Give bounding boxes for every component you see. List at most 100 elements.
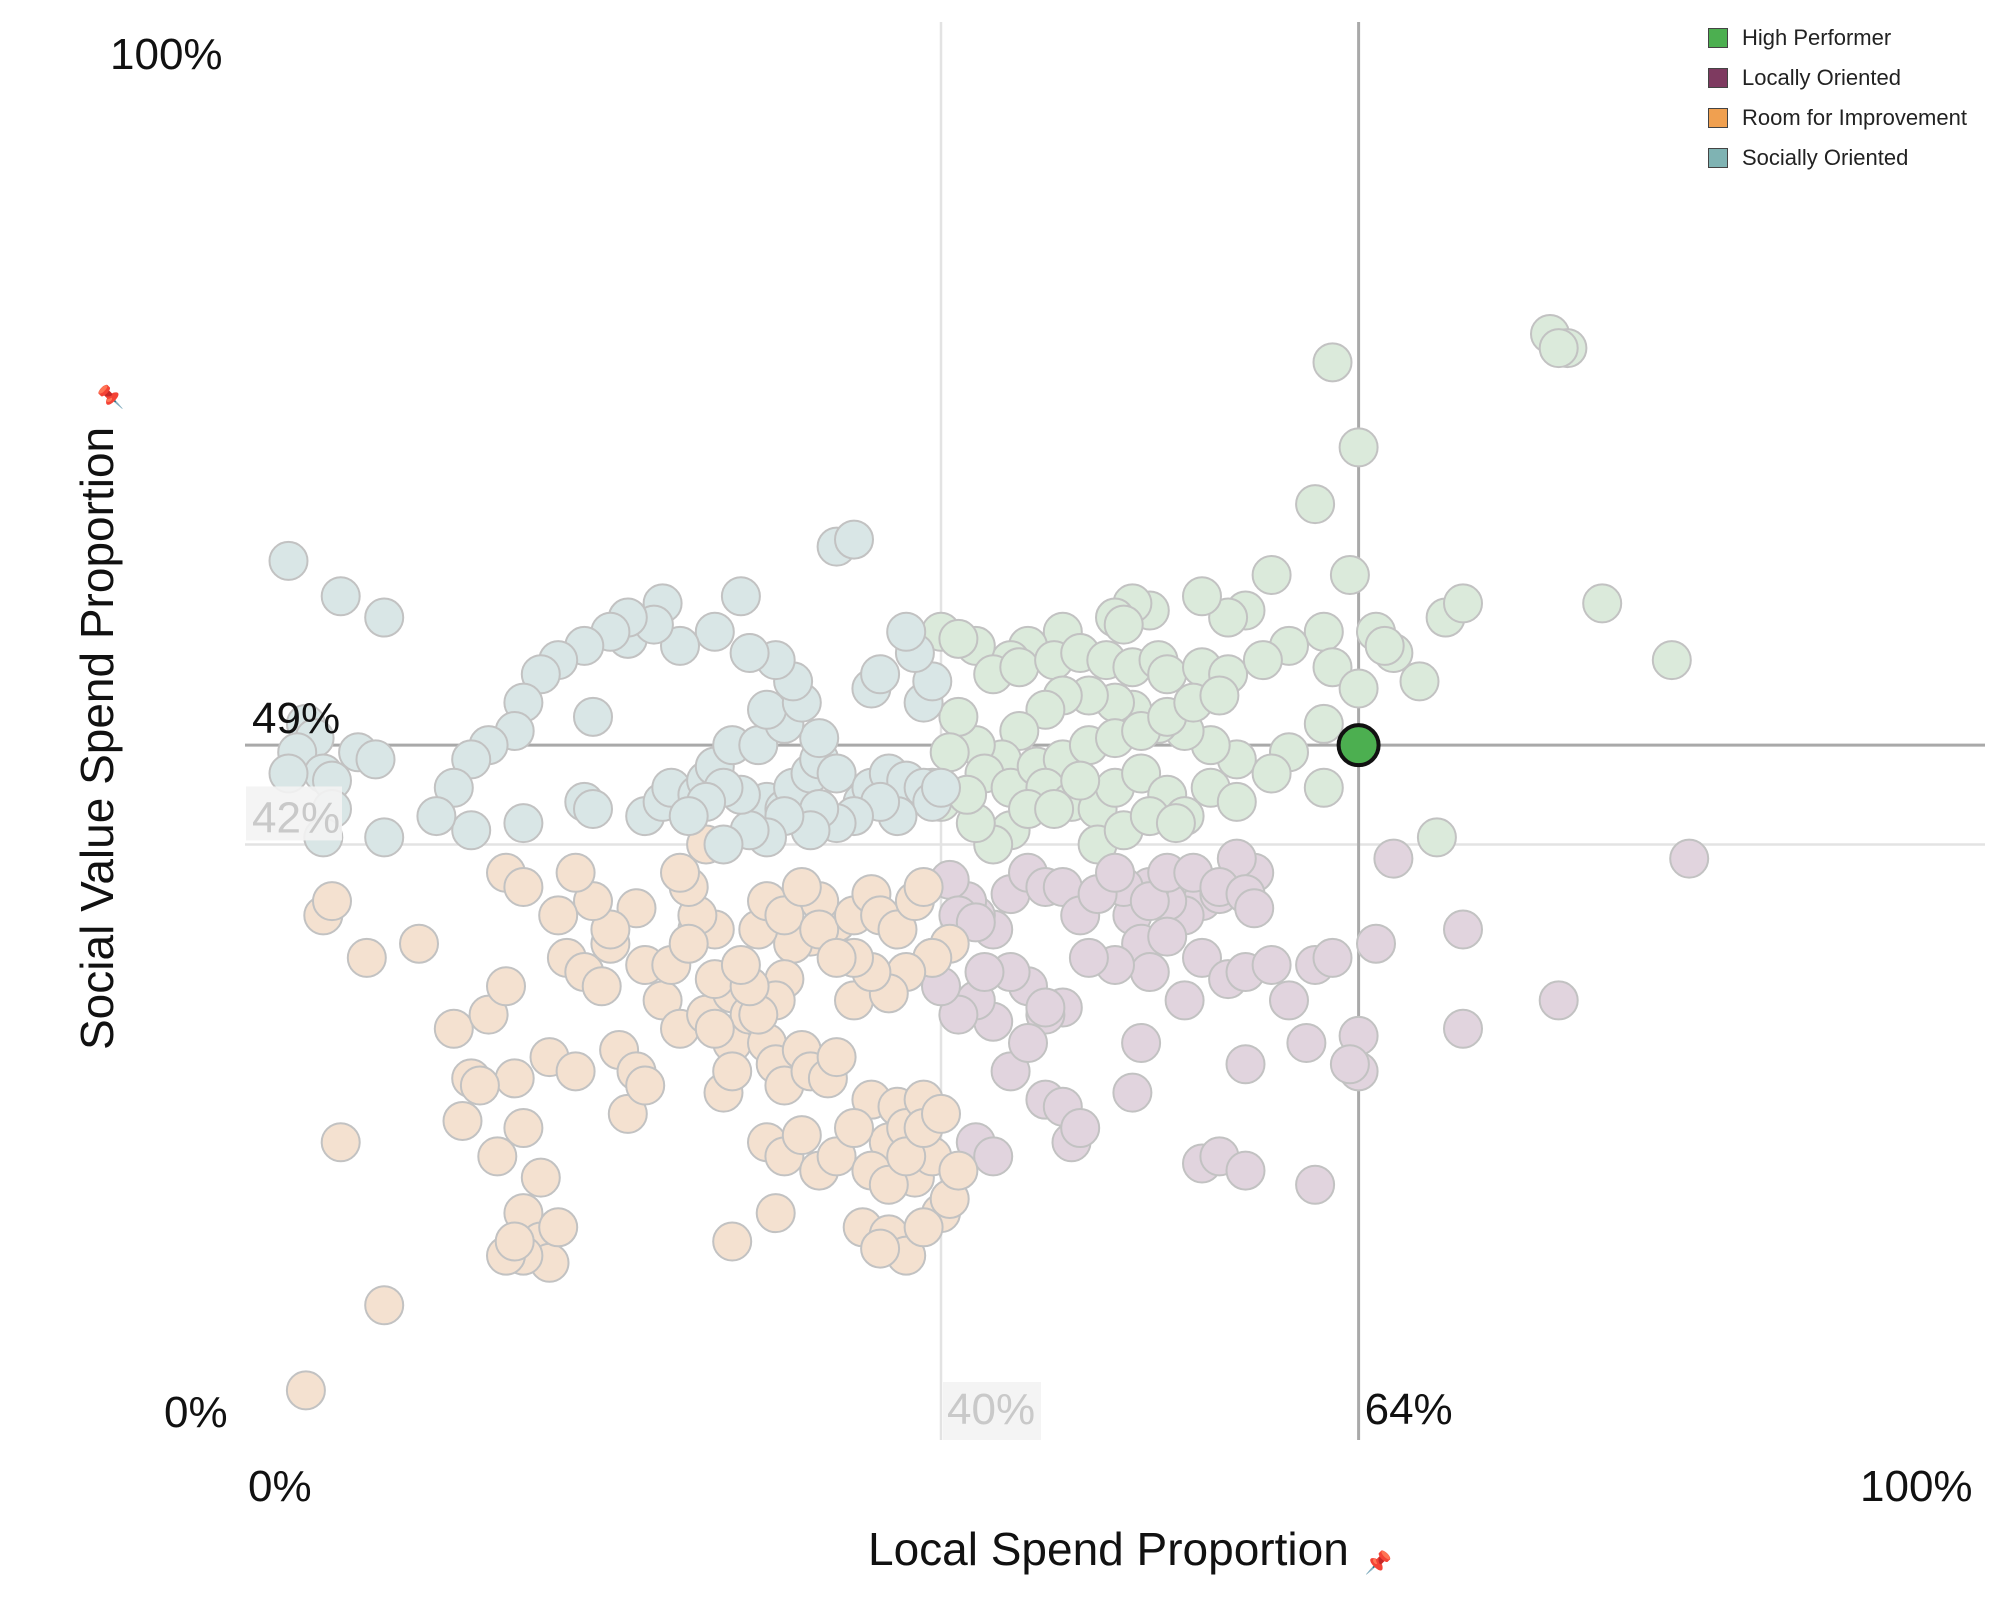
data-point[interactable]	[494, 1221, 535, 1262]
data-point[interactable]	[1251, 944, 1292, 985]
data-point[interactable]	[1538, 328, 1579, 369]
data-point[interactable]	[1443, 909, 1483, 950]
data-point[interactable]	[1303, 703, 1344, 744]
data-point[interactable]	[1364, 625, 1405, 666]
data-point[interactable]	[1121, 1022, 1162, 1063]
data-point[interactable]	[1008, 1022, 1048, 1063]
data-point[interactable]	[520, 1157, 561, 1198]
data-point[interactable]	[1303, 767, 1344, 808]
data-point[interactable]	[494, 1058, 535, 1099]
data-point[interactable]	[1373, 838, 1414, 879]
data-point[interactable]	[1060, 760, 1101, 801]
legend-item-high-performer[interactable]: High Performer	[1708, 18, 1967, 58]
data-point[interactable]	[1225, 1044, 1266, 1085]
data-point[interactable]	[312, 881, 352, 922]
data-point[interactable]	[1286, 1022, 1327, 1063]
data-point[interactable]	[451, 810, 492, 851]
data-point[interactable]	[1251, 555, 1292, 596]
data-point[interactable]	[1199, 675, 1240, 716]
data-point[interactable]	[268, 540, 309, 581]
data-point[interactable]	[938, 1150, 979, 1191]
data-point[interactable]	[1399, 661, 1440, 702]
data-point[interactable]	[1582, 583, 1623, 624]
data-point[interactable]	[555, 852, 596, 893]
data-point[interactable]	[555, 1051, 596, 1092]
data-point[interactable]	[486, 966, 526, 1007]
data-point[interactable]	[346, 937, 387, 978]
data-point[interactable]	[503, 866, 544, 907]
data-point[interactable]	[1025, 689, 1066, 730]
highlighted-data-point[interactable]	[1336, 723, 1381, 768]
data-point[interactable]	[1182, 576, 1222, 617]
data-point[interactable]	[1356, 923, 1396, 964]
data-point[interactable]	[1329, 555, 1370, 596]
data-point[interactable]	[816, 1037, 857, 1078]
data-point[interactable]	[320, 576, 361, 617]
data-point[interactable]	[442, 1100, 483, 1141]
legend-item-socially-oriented[interactable]: Socially Oriented	[1708, 138, 1967, 178]
data-point[interactable]	[1269, 980, 1309, 1021]
data-point[interactable]	[1295, 1164, 1336, 1205]
data-point[interactable]	[1121, 753, 1162, 794]
data-point[interactable]	[1095, 852, 1135, 893]
data-point[interactable]	[938, 618, 979, 659]
data-point[interactable]	[1060, 1108, 1101, 1149]
data-point[interactable]	[1025, 987, 1066, 1028]
data-point[interactable]	[860, 1228, 901, 1269]
data-point[interactable]	[1068, 937, 1109, 978]
data-point[interactable]	[1312, 342, 1353, 383]
data-point[interactable]	[399, 923, 439, 964]
data-point[interactable]	[538, 895, 579, 936]
data-point[interactable]	[668, 796, 709, 837]
data-point[interactable]	[1338, 427, 1379, 468]
data-point[interactable]	[834, 519, 874, 560]
data-point[interactable]	[416, 796, 457, 837]
data-point[interactable]	[1329, 1044, 1370, 1085]
data-point[interactable]	[1538, 980, 1579, 1021]
data-point[interactable]	[477, 1136, 518, 1177]
data-point[interactable]	[1443, 1008, 1483, 1049]
data-point[interactable]	[433, 1008, 474, 1049]
data-point[interactable]	[999, 647, 1040, 688]
data-point[interactable]	[538, 1207, 579, 1248]
data-point[interactable]	[955, 902, 996, 943]
data-point[interactable]	[1216, 781, 1257, 822]
data-point[interactable]	[1251, 753, 1292, 794]
data-point[interactable]	[573, 788, 613, 829]
data-point[interactable]	[660, 625, 700, 666]
data-point[interactable]	[1443, 583, 1483, 624]
pin-icon[interactable]: 📌	[98, 383, 123, 411]
data-point[interactable]	[729, 633, 770, 674]
data-point[interactable]	[660, 852, 700, 893]
data-point[interactable]	[616, 888, 657, 929]
data-point[interactable]	[1182, 937, 1222, 978]
data-point[interactable]	[1312, 647, 1353, 688]
data-point[interactable]	[903, 866, 944, 907]
data-point[interactable]	[929, 732, 970, 773]
data-point[interactable]	[921, 767, 961, 808]
data-point[interactable]	[1234, 888, 1275, 929]
legend-item-room-for-improvement[interactable]: Room for Improvement	[1708, 98, 1967, 138]
data-point[interactable]	[1416, 817, 1457, 858]
data-point[interactable]	[320, 1122, 361, 1163]
data-point[interactable]	[1129, 952, 1170, 993]
data-point[interactable]	[1164, 980, 1205, 1021]
data-point[interactable]	[1147, 916, 1188, 957]
data-point[interactable]	[364, 817, 405, 858]
data-point[interactable]	[1669, 838, 1710, 879]
data-point[interactable]	[1303, 611, 1344, 652]
data-point[interactable]	[364, 1285, 405, 1326]
data-point[interactable]	[781, 866, 822, 907]
data-point[interactable]	[503, 803, 544, 844]
data-point[interactable]	[921, 1093, 961, 1134]
data-point[interactable]	[720, 576, 761, 617]
data-point[interactable]	[799, 718, 840, 759]
data-point[interactable]	[860, 654, 901, 695]
data-point[interactable]	[1312, 937, 1353, 978]
pin-icon[interactable]: 📌	[1364, 1550, 1393, 1575]
data-point[interactable]	[886, 611, 927, 652]
data-point[interactable]	[1208, 597, 1249, 638]
data-point[interactable]	[573, 696, 613, 737]
data-point[interactable]	[720, 944, 761, 985]
data-point[interactable]	[581, 966, 622, 1007]
